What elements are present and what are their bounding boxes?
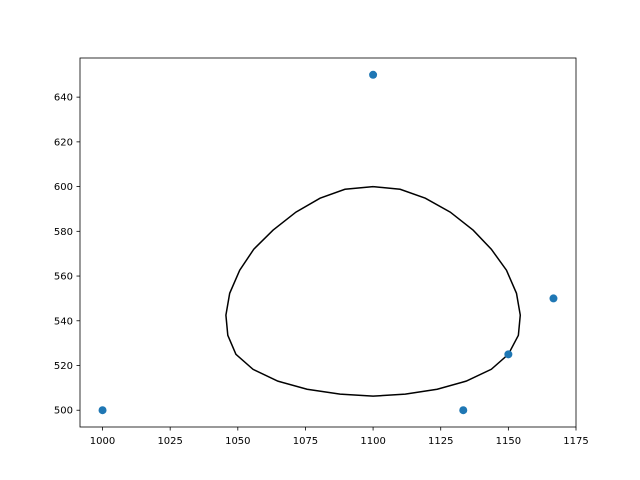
x-tick-label: 1075 — [293, 436, 318, 447]
plot-frame — [79, 57, 577, 428]
x-tick-label: 1000 — [90, 436, 115, 447]
x-tick-label: 1125 — [428, 436, 453, 447]
y-tick-label: 640 — [54, 93, 73, 104]
point — [98, 406, 107, 415]
y-tick-label: 600 — [54, 182, 73, 193]
y-tick-label: 560 — [54, 272, 73, 283]
point — [504, 350, 513, 359]
point — [549, 294, 558, 303]
point — [369, 70, 378, 79]
point — [459, 406, 468, 415]
x-tick-label: 1100 — [360, 436, 385, 447]
y-tick-label: 520 — [54, 361, 73, 372]
x-tick-label: 1150 — [496, 436, 521, 447]
curve — [225, 185, 522, 397]
y-tick-label: 540 — [54, 316, 73, 327]
y-tick-label: 500 — [54, 406, 73, 417]
x-tick-label: 1175 — [563, 436, 588, 447]
y-tick-label: 580 — [54, 227, 73, 238]
x-tick-label: 1025 — [157, 436, 182, 447]
x-tick-label: 1050 — [225, 436, 250, 447]
y-tick-label: 620 — [54, 137, 73, 148]
